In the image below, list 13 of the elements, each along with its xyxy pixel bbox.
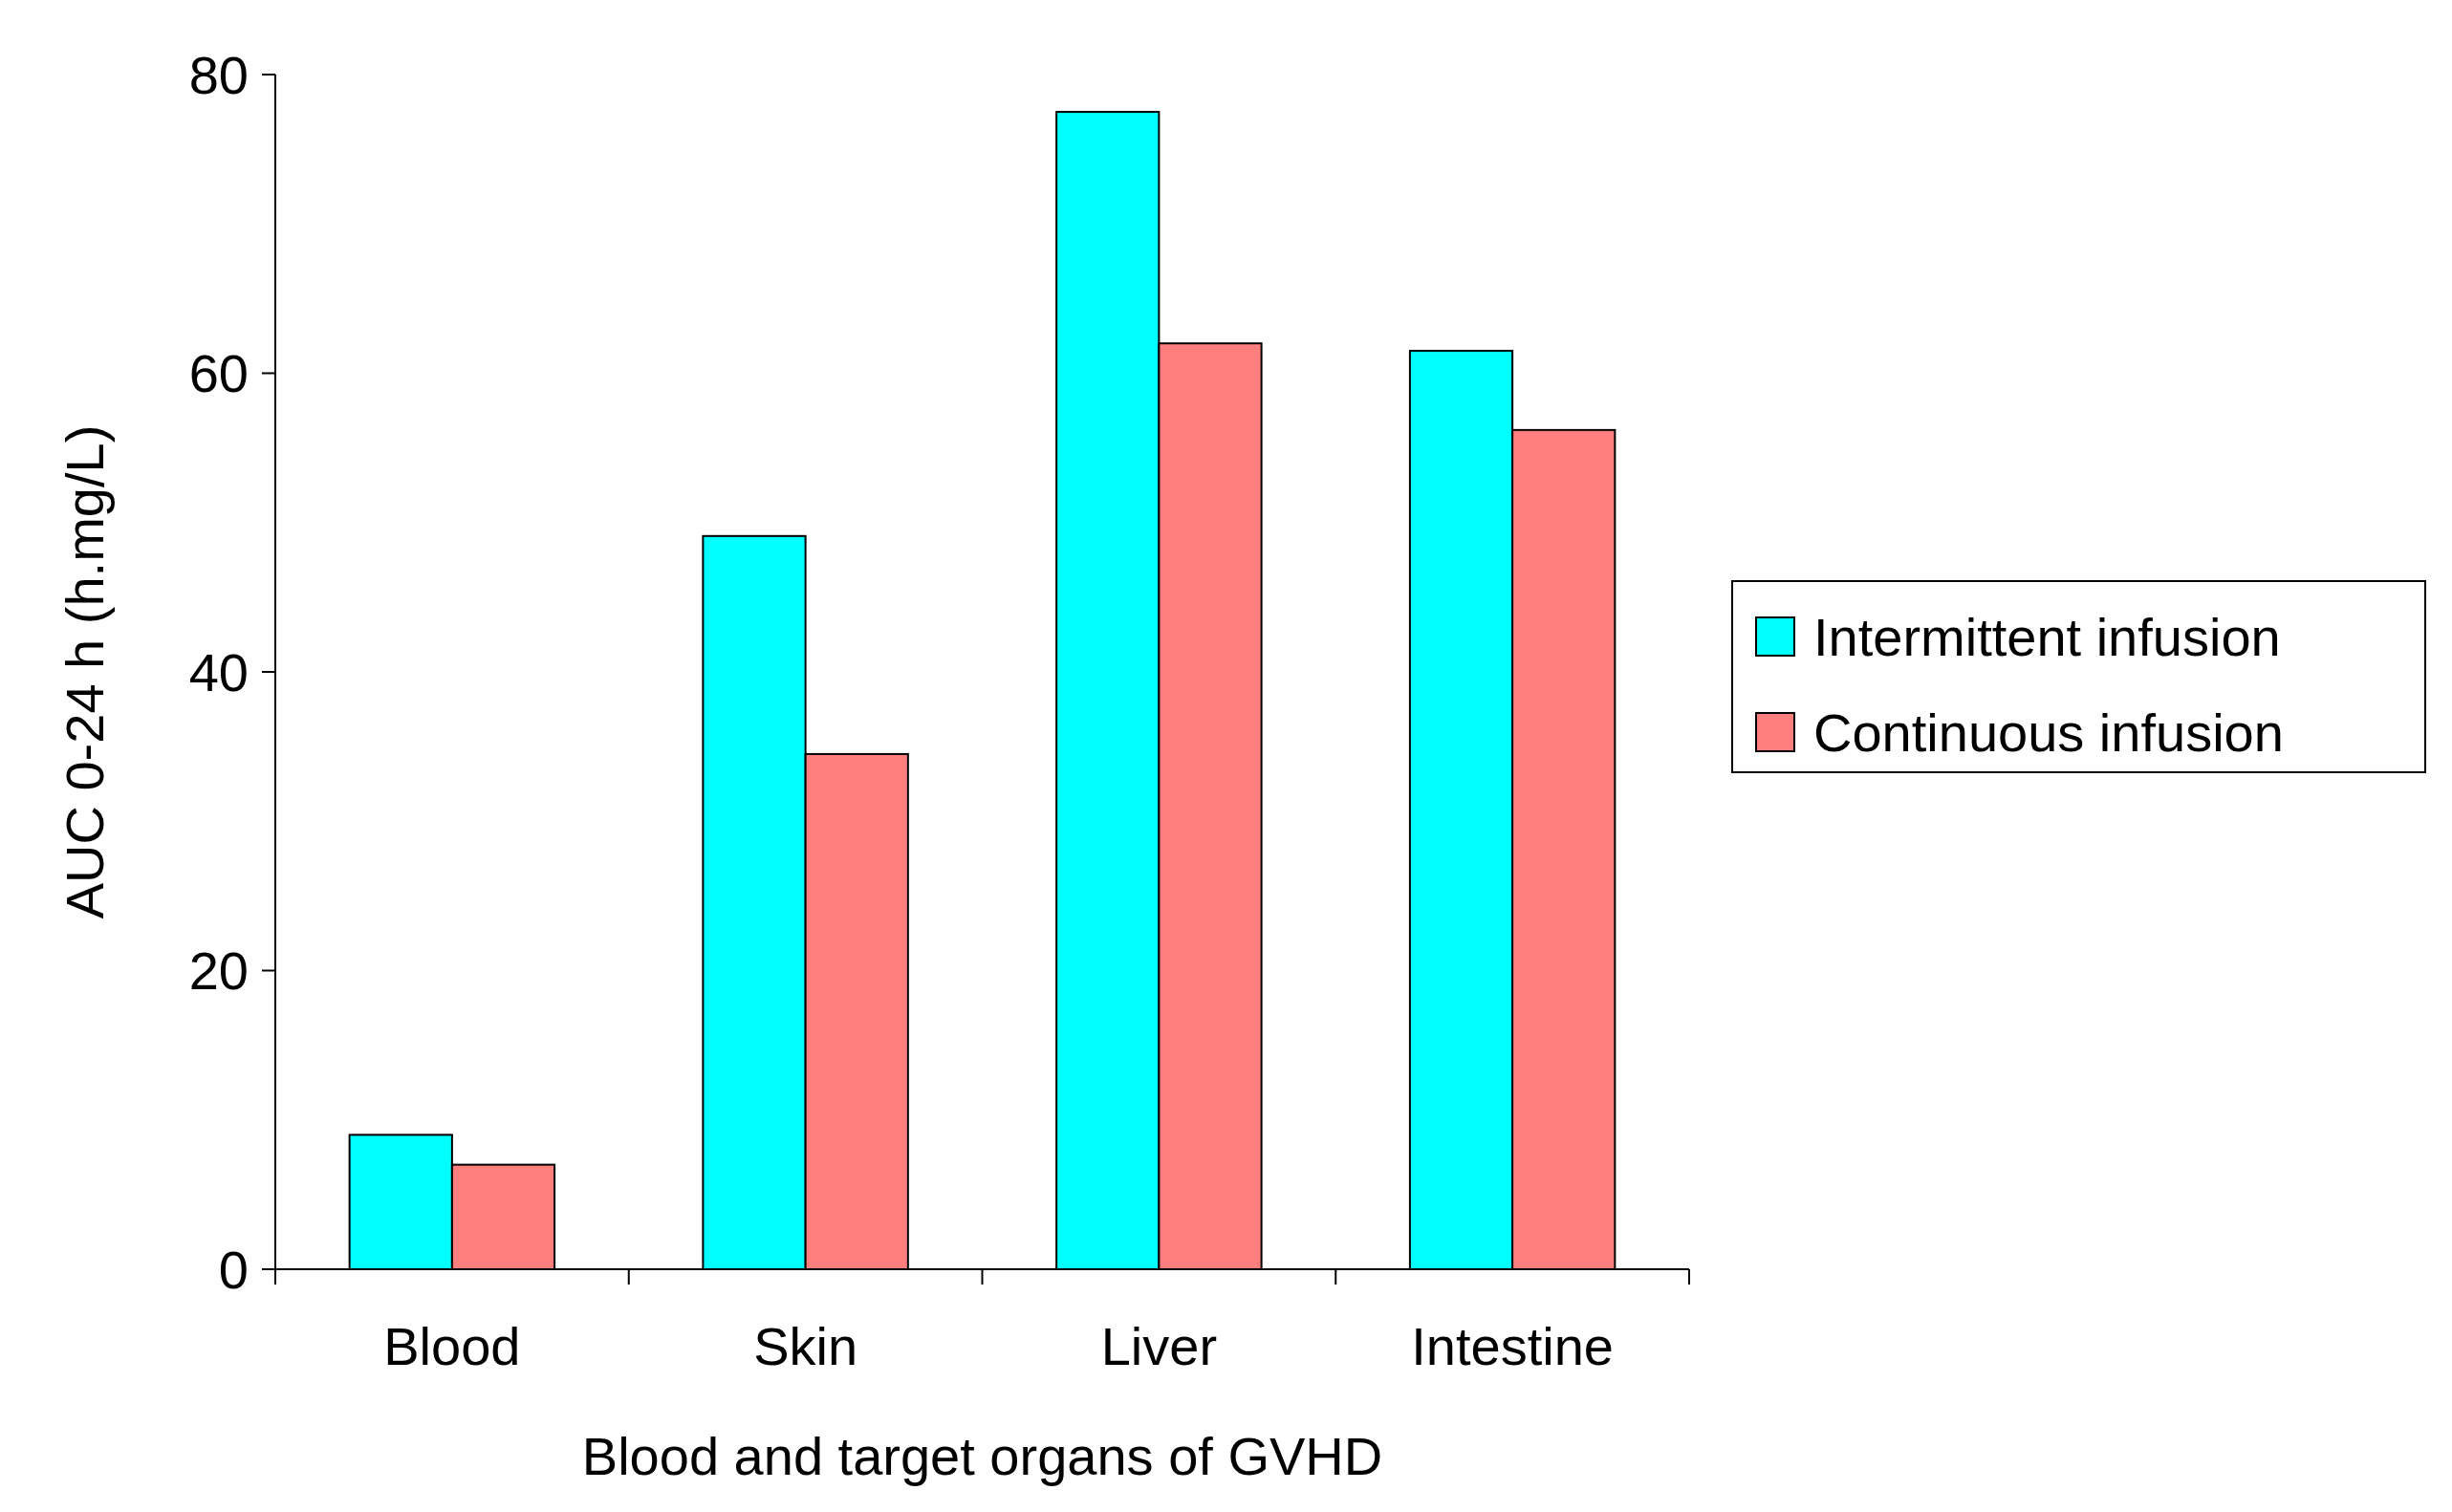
x-tick-label: Intestine xyxy=(1411,1316,1614,1376)
legend-label: Intermittent infusion xyxy=(1813,606,2281,667)
x-tick-label: Blood xyxy=(383,1316,521,1376)
y-tick-label: 20 xyxy=(188,940,249,1002)
y-tick-label: 80 xyxy=(188,44,249,105)
x-axis-title: Blood and target organs of GVHD xyxy=(581,1426,1383,1486)
y-tick-label: 60 xyxy=(188,343,249,404)
y-tick-label: 40 xyxy=(188,641,249,702)
y-tick-label: 0 xyxy=(218,1239,249,1300)
y-axis-title: AUC 0-24 h (h.mg/L) xyxy=(54,424,115,919)
x-tick-label: Skin xyxy=(753,1316,858,1376)
x-tick-label: Liver xyxy=(1100,1316,1218,1376)
legend-label: Continuous infusion xyxy=(1813,702,2284,763)
